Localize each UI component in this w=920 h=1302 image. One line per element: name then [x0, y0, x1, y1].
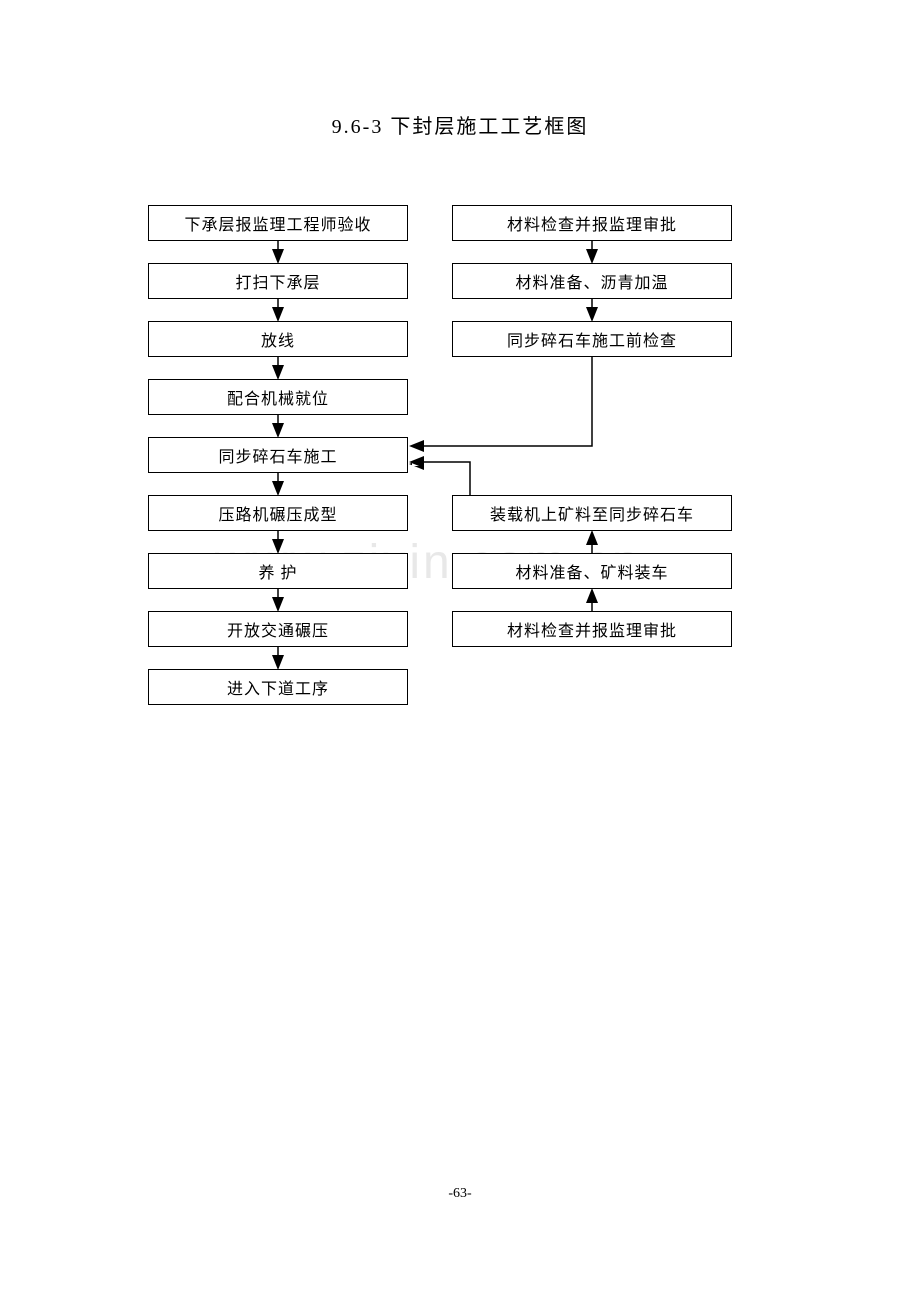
flowchart-node-l2: 打扫下承层: [148, 263, 408, 299]
node-label: 同步碎石车施工前检查: [507, 327, 677, 351]
page-number: -63-: [0, 1186, 920, 1202]
diagram-title: 9.6-3 下封层施工工艺框图: [0, 110, 920, 139]
node-label: 材料准备、沥青加温: [515, 269, 668, 293]
flowchart-node-l7: 养 护: [148, 553, 408, 589]
node-label: 放线: [261, 327, 295, 351]
flowchart-node-l1: 下承层报监理工程师验收: [148, 205, 408, 241]
node-label: 进入下道工序: [227, 675, 329, 699]
flowchart-node-r1: 材料检查并报监理审批: [452, 205, 732, 241]
node-label: 同步碎石车施工: [218, 443, 337, 467]
node-label: 打扫下承层: [235, 269, 320, 293]
node-label: 养 护: [258, 559, 297, 583]
flowchart-node-l4: 配合机械就位: [148, 379, 408, 415]
node-label: 下承层报监理工程师验收: [184, 211, 371, 235]
node-label: 开放交通碾压: [227, 617, 329, 641]
flowchart-node-r6: 材料检查并报监理审批: [452, 611, 732, 647]
flowchart-node-l8: 开放交通碾压: [148, 611, 408, 647]
node-label: 材料检查并报监理审批: [507, 617, 677, 641]
flowchart-node-l3: 放线: [148, 321, 408, 357]
flowchart-node-l6: 压路机碾压成型: [148, 495, 408, 531]
flowchart-connectors: [0, 0, 920, 1302]
node-label: 压路机碾压成型: [218, 501, 337, 525]
flowchart-node-r3: 同步碎石车施工前检查: [452, 321, 732, 357]
flowchart-connector-r4-l5: [0, 0, 920, 1302]
node-label: 配合机械就位: [227, 385, 329, 409]
node-label: 材料检查并报监理审批: [507, 211, 677, 235]
flowchart-node-l9: 进入下道工序: [148, 669, 408, 705]
flowchart-node-r4: 装载机上矿料至同步碎石车: [452, 495, 732, 531]
flowchart-node-r2: 材料准备、沥青加温: [452, 263, 732, 299]
node-label: 材料准备、矿料装车: [515, 559, 668, 583]
node-label: 装载机上矿料至同步碎石车: [490, 501, 694, 525]
flowchart-node-r5: 材料准备、矿料装车: [452, 553, 732, 589]
flowchart-node-l5: 同步碎石车施工: [148, 437, 408, 473]
